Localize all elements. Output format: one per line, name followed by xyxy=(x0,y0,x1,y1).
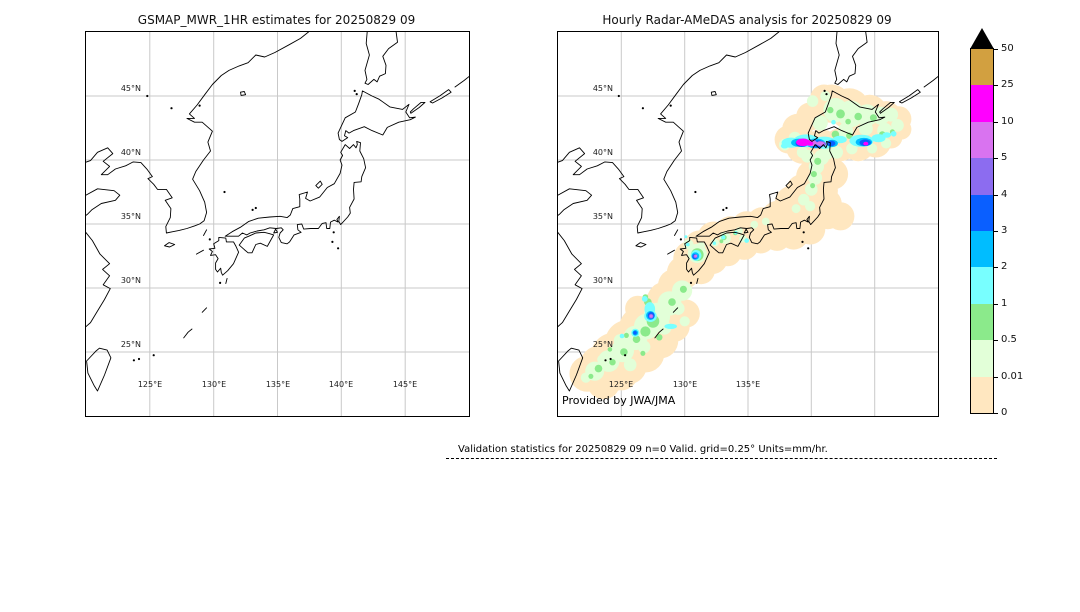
colorbar-tick xyxy=(994,340,998,342)
lat-tick-label: 30°N xyxy=(120,276,141,285)
colorbar-over-arrow xyxy=(970,28,994,49)
colorbar-segment xyxy=(971,303,993,341)
gridlines xyxy=(86,32,469,416)
colorbar-tick-label: 3 xyxy=(1001,225,1008,236)
colorbar-segment xyxy=(971,49,993,86)
lat-tick-label: 45°N xyxy=(120,84,141,93)
colorbar-tick-label: 0.01 xyxy=(1001,370,1024,382)
validation-footer: Validation statistics for 20250829 09 n=… xyxy=(458,444,828,455)
colorbar-segment xyxy=(971,158,993,195)
colorbar-tick xyxy=(994,303,998,305)
colorbar-tick-label: 0.5 xyxy=(1001,334,1017,346)
lat-tick-label: 35°N xyxy=(120,212,141,221)
colorbar-tick xyxy=(994,376,998,378)
colorbar-tick xyxy=(994,85,998,87)
lon-tick-label: 135°E xyxy=(735,380,761,389)
colorbar-tick-label: 25 xyxy=(1001,79,1014,91)
colorbar-tick xyxy=(994,267,998,269)
footer-dashed-line xyxy=(446,458,997,459)
colorbar-segment xyxy=(971,267,993,304)
lat-tick-label: 45°N xyxy=(592,84,613,93)
colorbar-segment xyxy=(971,231,993,268)
map-panel-radar: Provided by JWA/JMA 45°N 40°N 35°N 30°N 25°N… xyxy=(557,31,939,417)
lat-tick-label: 40°N xyxy=(592,148,613,157)
panel-title-gsmap: GSMAP_MWR_1HR estimates for 20250829 09 xyxy=(137,13,416,27)
colorbar-tick-label: 1 xyxy=(1001,297,1008,309)
lon-tick-label: 125°E xyxy=(608,380,634,389)
colorbar-tick xyxy=(994,158,998,160)
colorbar-segment xyxy=(971,194,993,232)
colorbar-tick-label: 50 xyxy=(1001,43,1014,54)
lat-tick-label: 30°N xyxy=(592,276,613,285)
lat-tick-label: 25°N xyxy=(120,340,141,349)
credit-label: Provided by JWA/JMA xyxy=(562,394,676,407)
lat-tick-label: 35°N xyxy=(592,212,613,221)
colorbar-tick xyxy=(994,413,998,414)
lon-tick-label: 130°E xyxy=(672,380,698,389)
lon-tick-label: 125°E xyxy=(137,380,163,389)
lon-tick-label: 130°E xyxy=(201,380,227,389)
lat-tick-label: 40°N xyxy=(120,148,141,157)
lat-tick-label: 25°N xyxy=(592,340,613,349)
colorbar-tick-label: 0 xyxy=(1001,407,1008,418)
lon-tick-label: 135°E xyxy=(265,380,291,389)
colorbar-tick-label: 10 xyxy=(1001,115,1014,127)
colorbar-tick xyxy=(994,49,998,50)
colorbar-segment xyxy=(971,121,993,159)
colorbar-tick xyxy=(994,121,998,123)
colorbar-tick-label: 5 xyxy=(1001,152,1008,164)
colorbar-tick xyxy=(994,231,998,232)
coastlines xyxy=(86,32,469,392)
colorbar-segment xyxy=(971,85,993,122)
colorbar xyxy=(970,48,994,414)
colorbar-tick xyxy=(994,194,998,196)
map-canvas xyxy=(86,32,469,416)
lon-tick-label: 140°E xyxy=(328,380,354,389)
lon-tick-label: 145°E xyxy=(392,380,418,389)
map-panel-gsmap: 45°N 40°N 35°N 30°N 25°N 125°E 130°E 135°E 140°E… xyxy=(85,31,470,417)
colorbar-segment xyxy=(971,376,993,414)
colorbar-tick-label: 4 xyxy=(1001,188,1008,200)
colorbar-tick-label: 2 xyxy=(1001,261,1008,273)
map-canvas xyxy=(558,32,938,416)
colorbar-segment xyxy=(971,340,993,377)
coastlines xyxy=(558,32,938,392)
panel-title-radar: Hourly Radar-AMeDAS analysis for 2025082… xyxy=(602,13,892,27)
